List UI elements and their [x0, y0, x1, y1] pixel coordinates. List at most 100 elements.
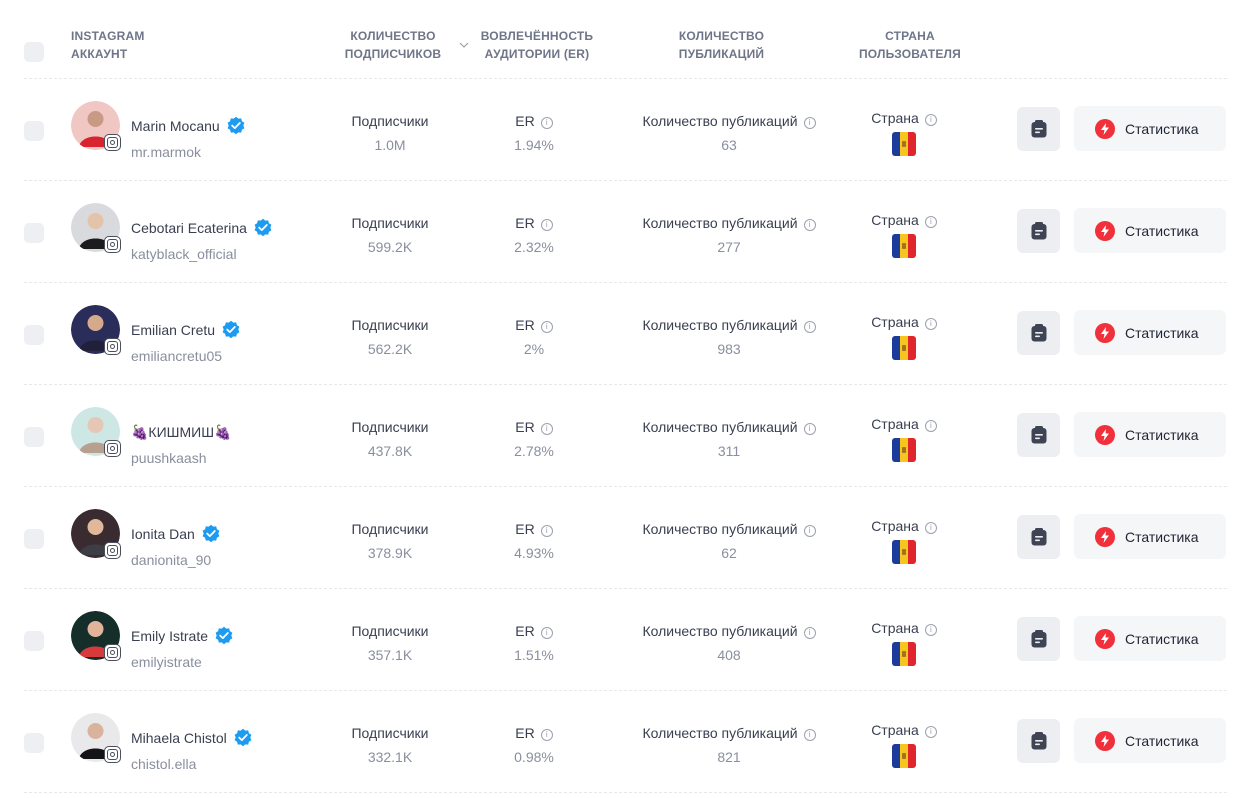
er-cell: ER i 4.93% — [484, 517, 584, 565]
document-icon — [1031, 222, 1046, 240]
er-value: 1.94% — [514, 137, 554, 153]
report-button[interactable] — [1017, 311, 1060, 355]
followers-cell: Подписчики 378.9K — [327, 517, 453, 565]
info-icon[interactable]: i — [540, 627, 553, 639]
info-icon[interactable]: i — [924, 624, 937, 636]
er-label: ER — [515, 419, 535, 435]
chevron-down-icon — [459, 42, 469, 48]
statistics-button[interactable]: Статистика — [1074, 616, 1226, 661]
followers-value: 357.1K — [367, 647, 413, 663]
report-button[interactable] — [1017, 209, 1060, 253]
document-icon — [1031, 630, 1046, 648]
info-icon[interactable]: i — [540, 321, 553, 333]
info-icon[interactable]: i — [803, 423, 816, 435]
report-button[interactable] — [1017, 719, 1060, 763]
posts-value: 277 — [717, 239, 741, 255]
table-row: Emily Istrate emilyistrate Подписчики 35… — [24, 589, 1227, 691]
statistics-button[interactable]: Статистика — [1074, 310, 1226, 355]
info-icon[interactable]: i — [924, 522, 937, 534]
table-row: Marin Mocanu mr.marmok Подписчики 1.0M E… — [24, 79, 1227, 181]
header-followers-label: КОЛИЧЕСТВО ПОДПИСЧИКОВ — [344, 29, 442, 61]
country-cell: Страна i — [854, 106, 954, 156]
header-engagement: ВОВЛЕЧЁННОСТЬ АУДИТОРИИ (ER) — [480, 29, 594, 61]
row-checkbox[interactable] — [24, 325, 44, 345]
info-icon[interactable]: i — [803, 627, 816, 639]
account-handle: emiliancretu05 — [131, 348, 223, 364]
info-icon[interactable]: i — [924, 216, 937, 228]
info-icon[interactable]: i — [924, 114, 937, 126]
info-icon[interactable]: i — [803, 321, 816, 333]
er-value: 2.32% — [514, 239, 554, 255]
account-name[interactable]: Cebotari Ecaterina — [131, 218, 273, 238]
country-cell: Страна i — [854, 514, 954, 564]
er-cell: ER i 0.98% — [484, 721, 584, 769]
account-name[interactable]: Emilian Cretu — [131, 320, 241, 340]
statistics-button[interactable]: Статистика — [1074, 514, 1226, 559]
moldova-flag-icon — [892, 642, 916, 666]
verified-badge-icon — [234, 728, 252, 746]
country-label: Страна — [871, 314, 919, 330]
statistics-button-label: Статистика — [1125, 120, 1199, 137]
header-followers[interactable]: КОЛИЧЕСТВО ПОДПИСЧИКОВ — [327, 27, 469, 63]
posts-label: Количество публикаций — [642, 317, 798, 333]
country-label: Страна — [871, 518, 919, 534]
table-row: Mihaela Chistol chistol.ella Подписчики … — [24, 691, 1227, 793]
followers-value: 332.1K — [367, 749, 413, 765]
info-icon[interactable]: i — [803, 219, 816, 231]
verified-badge-icon — [202, 524, 220, 542]
lightning-icon — [1095, 628, 1115, 649]
account-name[interactable]: Mihaela Chistol — [131, 728, 253, 748]
followers-label: Подписчики — [351, 419, 429, 435]
info-icon[interactable]: i — [924, 420, 937, 432]
er-cell: ER i 2.32% — [484, 211, 584, 259]
report-button[interactable] — [1017, 515, 1060, 559]
country-cell: Страна i — [854, 616, 954, 666]
followers-label: Подписчики — [351, 317, 429, 333]
row-checkbox[interactable] — [24, 631, 44, 651]
report-button[interactable] — [1017, 617, 1060, 661]
instagram-icon — [104, 644, 121, 661]
report-button[interactable] — [1017, 107, 1060, 151]
row-checkbox[interactable] — [24, 733, 44, 753]
statistics-button-label: Статистика — [1125, 426, 1199, 443]
account-name[interactable]: Ionita Dan — [131, 524, 221, 544]
select-all-checkbox[interactable] — [24, 42, 44, 62]
row-checkbox[interactable] — [24, 121, 44, 141]
row-checkbox[interactable] — [24, 529, 44, 549]
followers-label: Подписчики — [351, 623, 429, 639]
statistics-button[interactable]: Статистика — [1074, 208, 1226, 253]
followers-cell: Подписчики 562.2K — [327, 313, 453, 361]
info-icon[interactable]: i — [540, 423, 553, 435]
followers-value: 599.2K — [367, 239, 413, 255]
account-name[interactable]: Marin Mocanu — [131, 116, 246, 136]
posts-cell: Количество публикаций i 62 — [619, 517, 839, 565]
statistics-button[interactable]: Статистика — [1074, 718, 1226, 763]
info-icon[interactable]: i — [803, 525, 816, 537]
statistics-button[interactable]: Статистика — [1074, 106, 1226, 151]
account-name[interactable]: 🍇КИШМИШ🍇 — [131, 424, 231, 441]
info-icon[interactable]: i — [540, 525, 553, 537]
info-icon[interactable]: i — [924, 726, 937, 738]
info-icon[interactable]: i — [803, 729, 816, 741]
statistics-button[interactable]: Статистика — [1074, 412, 1226, 457]
table-header: INSTAGRAM АККАУНТ КОЛИЧЕСТВО ПОДПИСЧИКОВ… — [24, 0, 1227, 79]
table-row: Ionita Dan danionita_90 Подписчики 378.9… — [24, 487, 1227, 589]
row-checkbox[interactable] — [24, 223, 44, 243]
info-icon[interactable]: i — [540, 219, 553, 231]
followers-cell: Подписчики 1.0M — [327, 109, 453, 157]
instagram-icon — [104, 134, 121, 151]
info-icon[interactable]: i — [924, 318, 937, 330]
report-button[interactable] — [1017, 413, 1060, 457]
info-icon[interactable]: i — [540, 117, 553, 129]
posts-value: 62 — [721, 545, 737, 561]
er-cell: ER i 1.94% — [484, 109, 584, 157]
er-cell: ER i 1.51% — [484, 619, 584, 667]
info-icon[interactable]: i — [803, 117, 816, 129]
posts-label: Количество публикаций — [642, 623, 798, 639]
account-handle: emilyistrate — [131, 654, 202, 670]
info-icon[interactable]: i — [540, 729, 553, 741]
row-checkbox[interactable] — [24, 427, 44, 447]
account-name[interactable]: Emily Istrate — [131, 626, 234, 646]
followers-label: Подписчики — [351, 215, 429, 231]
